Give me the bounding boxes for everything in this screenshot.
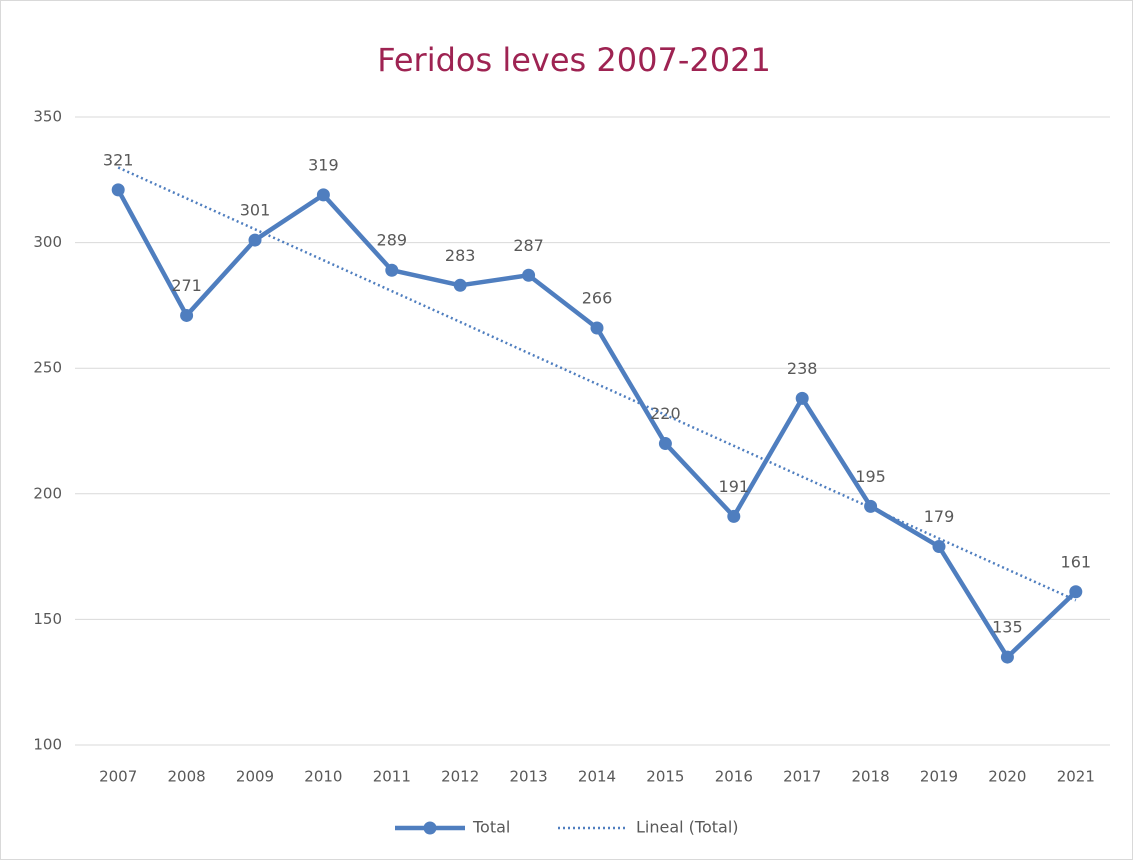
data-point: [180, 308, 194, 322]
data-label: 135: [992, 618, 1023, 637]
data-point: [1069, 585, 1083, 599]
data-point: [932, 540, 946, 554]
data-label: 195: [855, 467, 886, 486]
data-label: 179: [924, 507, 955, 526]
y-tick-label: 100: [33, 736, 62, 754]
data-point: [727, 509, 741, 523]
legend-label: Lineal (Total): [636, 818, 739, 837]
x-tick-label: 2021: [1057, 768, 1095, 786]
data-label: 287: [513, 236, 544, 255]
data-label: 220: [650, 404, 681, 423]
y-tick-label: 200: [33, 484, 62, 502]
x-tick-label: 2011: [373, 768, 411, 786]
x-tick-label: 2016: [715, 768, 753, 786]
data-point: [248, 233, 262, 247]
trend-line: [117, 166, 1077, 602]
data-label: 301: [240, 201, 271, 220]
data-label: 161: [1061, 552, 1092, 571]
data-point: [522, 268, 536, 282]
x-tick-label: 2014: [578, 768, 616, 786]
data-label: 319: [308, 155, 339, 174]
legend-label: Total: [472, 818, 510, 837]
x-tick-label: 2010: [304, 768, 342, 786]
data-point: [111, 183, 125, 197]
data-point: [590, 321, 604, 335]
data-label: 238: [787, 359, 818, 378]
y-tick-label: 300: [33, 233, 62, 251]
data-label: 191: [719, 477, 750, 496]
y-tick-label: 150: [33, 610, 62, 628]
chart-title: Feridos leves 2007-2021: [377, 41, 771, 79]
legend-marker: [423, 821, 437, 835]
data-point: [316, 188, 330, 202]
x-tick-label: 2007: [99, 768, 137, 786]
x-tick-label: 2009: [236, 768, 274, 786]
y-tick-label: 250: [33, 359, 62, 377]
x-tick-label: 2008: [168, 768, 206, 786]
data-point: [795, 391, 809, 405]
data-label: 321: [103, 150, 134, 169]
x-tick-label: 2019: [920, 768, 958, 786]
data-point: [658, 437, 672, 451]
data-label: 271: [171, 276, 202, 295]
x-tick-label: 2018: [852, 768, 890, 786]
x-tick-label: 2015: [646, 768, 684, 786]
data-point: [1000, 650, 1014, 664]
x-tick-label: 2012: [441, 768, 479, 786]
data-label: 289: [377, 231, 408, 250]
x-tick-label: 2020: [988, 768, 1026, 786]
x-tick-label: 2017: [783, 768, 821, 786]
data-point: [453, 278, 467, 292]
data-label: 283: [445, 246, 476, 265]
data-label: 266: [582, 289, 613, 308]
x-tick-label: 2013: [510, 768, 548, 786]
y-tick-label: 350: [33, 108, 62, 126]
data-point: [385, 263, 399, 277]
